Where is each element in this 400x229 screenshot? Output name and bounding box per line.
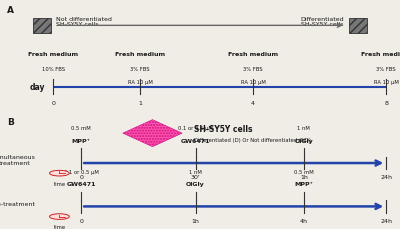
- Text: 10% FBS: 10% FBS: [42, 67, 65, 72]
- Text: GW6471: GW6471: [181, 138, 210, 143]
- Text: MPP⁺: MPP⁺: [294, 181, 313, 186]
- Text: Fresh medium: Fresh medium: [361, 52, 400, 57]
- Polygon shape: [123, 120, 182, 147]
- Text: OlGly: OlGly: [294, 138, 313, 143]
- Circle shape: [50, 171, 69, 176]
- Text: 0.5 mM: 0.5 mM: [294, 169, 314, 174]
- Text: 0.5 mM: 0.5 mM: [71, 126, 91, 131]
- Text: 1 nM: 1 nM: [297, 126, 310, 131]
- Text: MPP⁺: MPP⁺: [72, 138, 91, 143]
- Text: Fresh medium: Fresh medium: [28, 52, 78, 57]
- Text: 1: 1: [138, 100, 142, 105]
- Text: 1 nM: 1 nM: [189, 169, 202, 174]
- Text: RA 10 μM: RA 10 μM: [128, 80, 152, 85]
- Text: 0: 0: [79, 218, 83, 223]
- Text: OlGly: OlGly: [186, 181, 205, 186]
- Bar: [33, 19, 50, 34]
- Text: A: A: [7, 5, 14, 14]
- Text: Fresh medium: Fresh medium: [228, 52, 278, 57]
- Text: 3% FBS: 3% FBS: [376, 67, 396, 72]
- Text: time: time: [53, 224, 66, 229]
- Text: day: day: [30, 83, 46, 92]
- Text: 0.1 or 0.5 μM: 0.1 or 0.5 μM: [178, 126, 213, 131]
- Text: 0: 0: [79, 174, 83, 180]
- Text: RA 10 μM: RA 10 μM: [241, 80, 266, 85]
- Text: 1h: 1h: [192, 218, 200, 223]
- Circle shape: [50, 214, 69, 219]
- Text: Simultaneous
treatment: Simultaneous treatment: [0, 155, 36, 165]
- Text: Fresh medium: Fresh medium: [115, 52, 165, 57]
- Text: RA 10 μM: RA 10 μM: [374, 80, 398, 85]
- Text: Pre-treatment: Pre-treatment: [0, 201, 36, 206]
- Text: 1h: 1h: [300, 174, 308, 180]
- Text: 4h: 4h: [300, 218, 308, 223]
- Text: GW6471: GW6471: [66, 181, 96, 186]
- Text: 0: 0: [52, 100, 56, 105]
- Bar: [350, 19, 367, 34]
- Text: Not differentiated
SH-SY5Y cells: Not differentiated SH-SY5Y cells: [56, 16, 112, 27]
- Text: 4: 4: [251, 100, 255, 105]
- Text: SH-SY5Y cells: SH-SY5Y cells: [194, 125, 252, 134]
- Text: Differentiated
SH-SY5Y cells: Differentiated SH-SY5Y cells: [300, 16, 344, 27]
- Text: 0.1 or 0.5 μM: 0.1 or 0.5 μM: [64, 169, 99, 174]
- Text: Differentiated (D) Or Not differentiated (ND): Differentiated (D) Or Not differentiated…: [194, 138, 311, 143]
- Text: time: time: [53, 181, 66, 186]
- Text: 3% FBS: 3% FBS: [130, 67, 150, 72]
- Text: 24h: 24h: [380, 218, 392, 223]
- Text: 8: 8: [384, 100, 388, 105]
- Text: 24h: 24h: [380, 174, 392, 180]
- Text: B: B: [7, 118, 14, 127]
- Text: 3% FBS: 3% FBS: [243, 67, 263, 72]
- Text: 30': 30': [191, 174, 200, 180]
